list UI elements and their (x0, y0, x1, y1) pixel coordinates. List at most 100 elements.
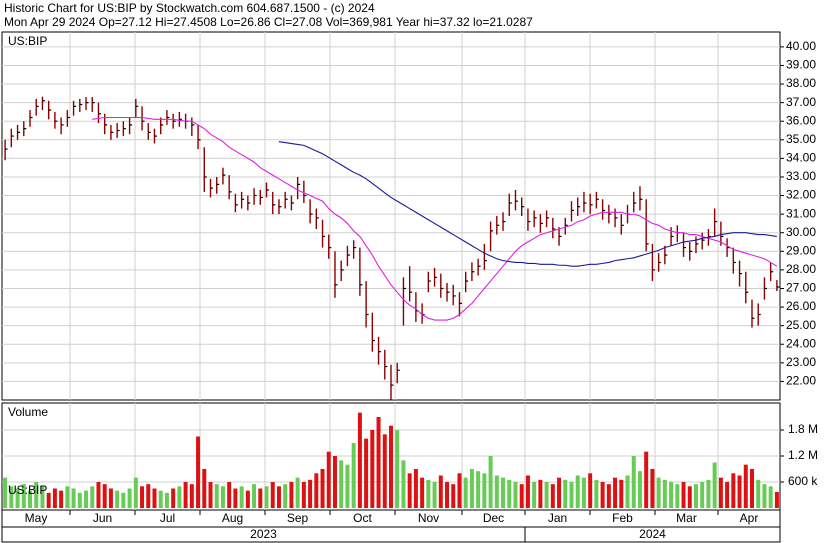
volume-bar (220, 486, 225, 508)
volume-bar (196, 436, 201, 508)
y-tick-label: 39.00 (786, 58, 816, 72)
volume-bar (146, 484, 151, 508)
volume-bar (233, 488, 238, 508)
volume-bar (656, 477, 661, 508)
header-line-2: Mon Apr 29 2024 Op=27.12 Hi=27.4508 Lo=2… (4, 15, 533, 29)
volume-bar (756, 479, 761, 508)
y-tick-label: 24.00 (786, 336, 816, 350)
volume-bar (395, 430, 400, 508)
month-label: Aug (222, 511, 243, 525)
volume-bar (525, 475, 530, 508)
volume-bar (731, 473, 736, 508)
volume-bar (21, 484, 26, 508)
volume-bar (600, 482, 605, 508)
volume-bar (227, 482, 232, 508)
volume-bar (258, 488, 263, 508)
month-label: Jun (93, 511, 112, 525)
volume-bar (15, 488, 20, 508)
volume-bar (619, 479, 624, 508)
volume-bar (712, 462, 717, 508)
volume-bar (681, 482, 686, 508)
volume-bar (644, 451, 649, 508)
month-label: Jan (548, 511, 567, 525)
month-label: Feb (612, 511, 633, 525)
month-label: Sep (287, 511, 309, 525)
volume-bar (563, 479, 568, 508)
volume-bar (445, 482, 450, 508)
volume-bar (469, 469, 474, 508)
volume-bar (183, 482, 188, 508)
volume-bar (171, 488, 176, 508)
volume-bar (40, 486, 45, 508)
volume-bar (189, 484, 194, 508)
y-tick-label: 37.00 (786, 95, 816, 109)
volume-bar (264, 486, 269, 508)
y-tick-label: 30.00 (786, 225, 816, 239)
volume-bar (239, 486, 244, 508)
volume-bar (700, 482, 705, 508)
volume-bar (177, 486, 182, 508)
volume-bar (115, 490, 120, 508)
y-tick-label: 28.00 (786, 262, 816, 276)
volume-bar (538, 479, 543, 508)
volume-bar (71, 488, 76, 508)
volume-bar (669, 482, 674, 508)
volume-bar (401, 460, 406, 508)
volume-bar (762, 484, 767, 508)
y-tick-label: 33.00 (786, 169, 816, 183)
volume-bar (152, 488, 157, 508)
volume-bar (718, 477, 723, 508)
volume-bar (575, 475, 580, 508)
volume-bar (108, 488, 113, 508)
volume-bar (675, 484, 680, 508)
y-tick-label: 32.00 (786, 188, 816, 202)
volume-bar (774, 491, 779, 508)
volume-bar (557, 477, 562, 508)
volume-bar (357, 412, 362, 508)
volume-bar (432, 482, 437, 508)
volume-bar (90, 486, 95, 508)
volume-bar (326, 451, 331, 508)
month-label: Oct (353, 511, 372, 525)
volume-bar (289, 482, 294, 508)
volume-bar (637, 471, 642, 508)
volume-bar (768, 486, 773, 508)
volume-bar (140, 486, 145, 508)
volume-bar (65, 486, 70, 508)
volume-bar (494, 475, 499, 508)
month-label: Dec (483, 511, 504, 525)
year-label: 2023 (250, 527, 277, 541)
volume-bar (725, 482, 730, 508)
volume-bar (501, 477, 506, 508)
header-line-1: Historic Chart for US:BIP by Stockwatch.… (4, 1, 375, 15)
volume-bar (737, 475, 742, 508)
volume-bar (687, 486, 692, 508)
volume-bar (252, 484, 257, 508)
volume-bar (52, 488, 57, 508)
y-tick-label: 22.00 (786, 374, 816, 388)
volume-bar (507, 479, 512, 508)
y-tick-label: 38.00 (786, 76, 816, 90)
y-tick-label: 600 k (788, 474, 818, 488)
month-label: Nov (418, 511, 439, 525)
volume-bar (84, 490, 89, 508)
y-tick-label: 23.00 (786, 355, 816, 369)
volume-bar (594, 479, 599, 508)
volume-bar (550, 484, 555, 508)
volume-bar (581, 477, 586, 508)
y-tick-label: 29.00 (786, 243, 816, 257)
volume-bar (413, 469, 418, 508)
volume-bar (34, 482, 39, 508)
volume-bar (457, 473, 462, 508)
volume-bar (214, 484, 219, 508)
y-tick-label: 26.00 (786, 299, 816, 313)
y-tick-label: 34.00 (786, 151, 816, 165)
volume-bar (650, 469, 655, 508)
volume-bar (164, 492, 169, 508)
y-tick-label: 1.8 M (788, 422, 818, 436)
volume-label: US:BIP (8, 483, 47, 497)
volume-bar (9, 486, 14, 508)
volume-bar (77, 492, 82, 508)
